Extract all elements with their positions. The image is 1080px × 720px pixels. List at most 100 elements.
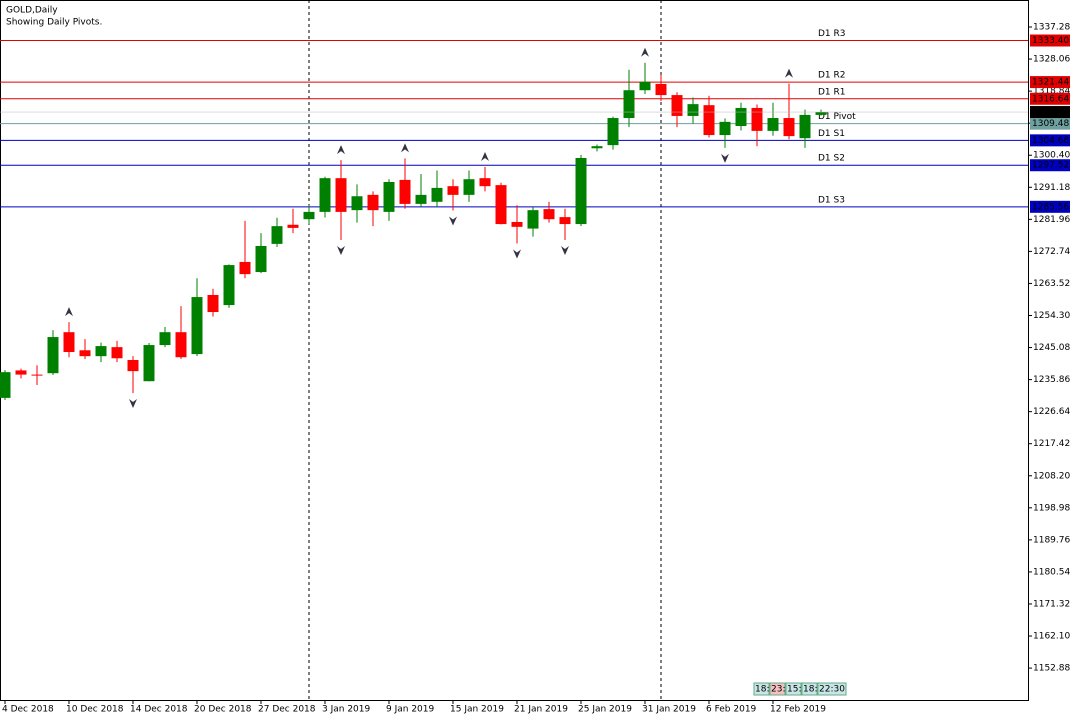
y-tick-label: 1337.28 (1033, 23, 1070, 33)
fractal-down (337, 246, 345, 256)
candle-body (287, 224, 299, 228)
pivot-price-box (1030, 76, 1070, 89)
pivot-label: D1 S1 (818, 129, 845, 139)
fractal-up (785, 68, 793, 78)
x-tick-label: 12 Feb 2019 (770, 705, 826, 715)
candle-body (719, 121, 731, 136)
candle-body (335, 178, 347, 212)
candle-body (639, 81, 651, 91)
fractal-down (513, 249, 521, 259)
candle-body (575, 158, 587, 225)
candle-body (607, 118, 619, 146)
y-tick-label: 1245.08 (1033, 343, 1070, 353)
x-tick-label: 3 Jan 2019 (322, 705, 370, 715)
fractal-up (337, 145, 345, 155)
pivot-price-label: 1297.52 (1032, 161, 1069, 171)
candle-body (463, 179, 475, 195)
candle-body (111, 347, 123, 359)
candle-body (687, 104, 699, 116)
timer-label: 15: (787, 685, 801, 695)
candle-body (495, 185, 507, 225)
pivot-price-label: 1285.56 (1032, 202, 1069, 212)
candle-body (415, 194, 427, 204)
candle-body (623, 90, 635, 119)
timer-box (817, 682, 847, 696)
candle-body (431, 187, 443, 202)
y-tick-label: 1180.54 (1033, 567, 1070, 577)
candle-body (479, 178, 491, 187)
pivot-price-box (1030, 92, 1070, 105)
candle-body (0, 372, 11, 398)
candle-body (591, 146, 603, 149)
chart-subtitle: Showing Daily Pivots. (6, 18, 102, 28)
candle-body (543, 209, 555, 220)
y-tick-label: 1171.32 (1033, 599, 1070, 609)
fractal-down (449, 216, 457, 226)
chart-title: GOLD,Daily (6, 6, 58, 16)
candle-body (15, 370, 27, 375)
y-tick-label: 1272.74 (1033, 247, 1070, 257)
x-tick-label: 4 Dec 2018 (2, 705, 54, 715)
y-tick-label: 1300.40 (1033, 151, 1070, 161)
x-tick-label: 14 Dec 2018 (130, 705, 188, 715)
x-tick-label: 9 Jan 2019 (386, 705, 434, 715)
candle-body (511, 221, 523, 227)
candle-body (143, 345, 155, 382)
fractal-down (721, 153, 729, 163)
x-tick-label: 20 Dec 2018 (194, 705, 252, 715)
y-tick-label: 1198.98 (1033, 503, 1070, 513)
fractal-up (65, 307, 73, 317)
pivot-price-label: 1316.64 (1032, 94, 1069, 104)
x-tick-label: 31 Jan 2019 (642, 705, 696, 715)
pivot-price-box (1030, 134, 1070, 147)
candle-body (191, 297, 203, 355)
timer-box (769, 682, 786, 696)
pivot-label: D1 R2 (818, 71, 846, 81)
y-tick-label: 1226.64 (1033, 407, 1070, 417)
pivot-price-label: 1304.68 (1032, 136, 1069, 146)
pivot-price-label: 1321.44 (1032, 78, 1069, 88)
timer-label: 23: (771, 685, 785, 695)
candle-body (47, 337, 59, 374)
y-tick-label: 1281.96 (1033, 215, 1070, 225)
candle-body (767, 118, 779, 131)
y-tick-label: 1235.86 (1033, 375, 1070, 385)
pivot-price-box (1030, 34, 1070, 47)
candle-body (703, 105, 715, 136)
candle-body (207, 294, 219, 313)
timer-box (801, 682, 818, 696)
candle-body (223, 265, 235, 306)
candle-body (255, 245, 267, 273)
x-tick-label: 15 Jan 2019 (450, 705, 504, 715)
y-tick-label: 1162.10 (1033, 632, 1070, 642)
x-tick-label: 25 Jan 2019 (578, 705, 632, 715)
pivot-label: D1 S2 (818, 154, 845, 164)
candle-body (671, 95, 683, 116)
candle-body (783, 118, 795, 137)
plot-frame (0, 0, 1029, 701)
pivot-label: D1 S3 (818, 195, 845, 205)
y-tick-label: 1208.20 (1033, 471, 1070, 481)
candle-body (271, 226, 283, 244)
y-tick-label: 1254.30 (1033, 311, 1070, 321)
candle-body (239, 261, 251, 275)
fractal-down (129, 399, 137, 409)
candle-body (399, 179, 411, 204)
candle-body (751, 107, 763, 131)
fractal-down (561, 246, 569, 256)
y-tick-label: 1152.88 (1033, 664, 1070, 674)
x-tick-label: 27 Dec 2018 (258, 705, 316, 715)
fractal-up (481, 152, 489, 162)
timer-label: 18: (803, 685, 817, 695)
pivot-price-label: 1333.40 (1032, 36, 1069, 46)
candle-body (31, 374, 43, 376)
candle-body (815, 112, 827, 115)
timer-box (785, 682, 802, 696)
y-tick-label: 1263.52 (1033, 279, 1070, 289)
candle-body (95, 346, 107, 357)
candle-body (127, 359, 139, 372)
pivot-price-label: 1309.48 (1032, 119, 1069, 129)
candle-body (63, 332, 75, 352)
candle-body (351, 196, 363, 211)
